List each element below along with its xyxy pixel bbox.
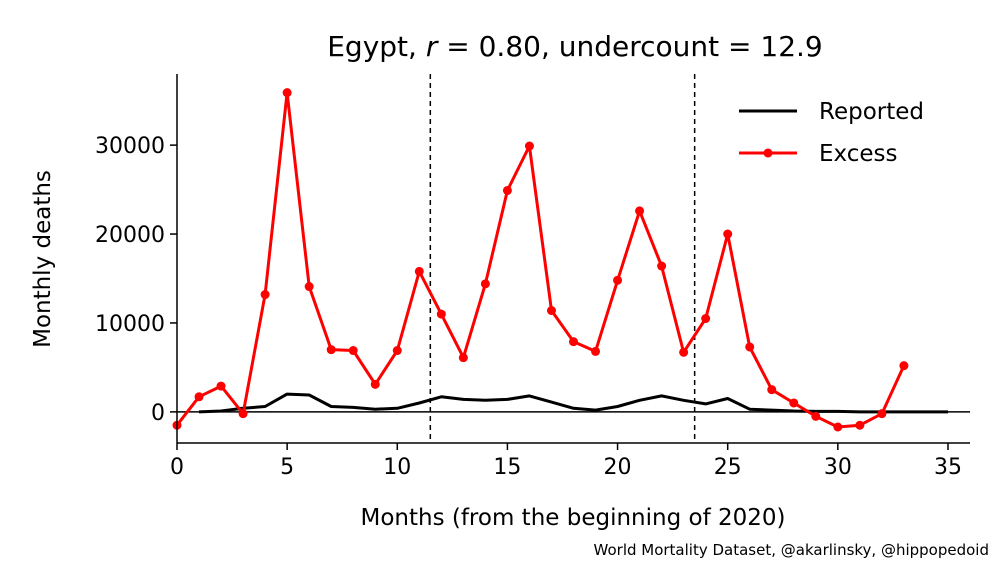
- legend-label-reported: Reported: [819, 99, 924, 125]
- data-point-excess: [789, 398, 799, 408]
- x-tick-label: 15: [493, 455, 521, 480]
- data-point-excess: [194, 392, 204, 402]
- data-point-excess: [591, 346, 601, 356]
- data-point-excess: [546, 306, 556, 316]
- y-axis-label: Monthly deaths: [30, 170, 56, 348]
- x-tick-label: 20: [604, 455, 632, 480]
- legend-marker-excess: [763, 148, 773, 158]
- data-point-excess: [745, 342, 755, 352]
- y-tick-label: 0: [151, 401, 165, 426]
- x-tick-label: 0: [170, 455, 184, 480]
- x-tick-label: 25: [714, 455, 742, 480]
- data-point-excess: [326, 345, 336, 355]
- data-point-excess: [260, 290, 270, 300]
- axes: 0 5 10 15 20 25 30 35 0 10000 20000 30000: [95, 74, 970, 480]
- chart-title: Egypt, r = 0.80, undercount = 12.9: [327, 30, 823, 63]
- data-point-excess: [701, 314, 711, 324]
- data-point-excess: [436, 309, 446, 319]
- data-point-excess: [899, 361, 909, 371]
- data-point-excess: [811, 411, 821, 421]
- data-point-excess: [414, 266, 424, 276]
- data-point-excess: [348, 346, 358, 356]
- x-tick-label: 35: [934, 455, 962, 480]
- data-point-excess: [613, 275, 623, 285]
- y-tick-label: 20000: [95, 223, 165, 248]
- plot-area: [172, 74, 970, 443]
- y-tick-label: 30000: [95, 134, 165, 159]
- x-tick-label: 5: [280, 455, 294, 480]
- data-point-excess: [304, 282, 314, 292]
- y-tick-label: 10000: [95, 312, 165, 337]
- credit-text: World Mortality Dataset, @akarlinsky, @h…: [594, 541, 989, 559]
- data-point-excess: [480, 279, 490, 289]
- data-point-excess: [767, 385, 777, 395]
- series-line-excess: [175, 91, 906, 429]
- data-point-excess: [679, 347, 689, 357]
- data-point-excess: [569, 337, 578, 347]
- data-point-excess: [370, 379, 380, 389]
- data-point-excess: [833, 422, 843, 432]
- series-line-reported: [198, 392, 948, 414]
- data-point-excess: [392, 346, 402, 356]
- data-point-excess: [657, 261, 667, 271]
- data-point-excess: [216, 381, 226, 391]
- data-point-excess: [723, 229, 733, 239]
- x-axis-label: Months (from the beginning of 2020): [360, 505, 785, 531]
- data-point-excess: [855, 420, 865, 430]
- legend-label-excess: Excess: [819, 141, 898, 167]
- data-point-excess: [502, 185, 512, 195]
- data-point-excess: [238, 409, 248, 419]
- data-point-excess: [635, 206, 645, 216]
- data-point-excess: [458, 353, 468, 363]
- data-point-excess: [877, 409, 887, 419]
- data-point-excess: [282, 88, 292, 98]
- x-tick-label: 10: [383, 455, 411, 480]
- x-tick-label: 30: [824, 455, 852, 480]
- legend: Reported Excess: [739, 99, 924, 167]
- data-point-excess: [524, 141, 534, 151]
